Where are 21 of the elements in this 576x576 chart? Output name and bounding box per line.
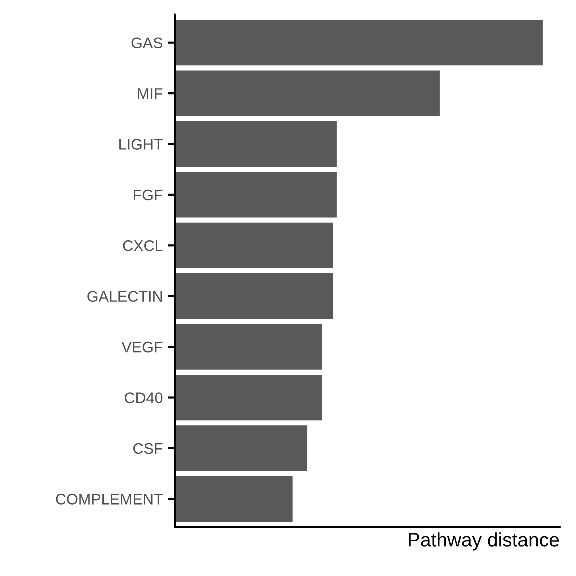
y-tick-label: FGF	[134, 190, 163, 201]
bar	[175, 70, 440, 116]
y-tick-label: CD40	[125, 392, 163, 404]
bar	[175, 324, 322, 370]
x-axis-title: Pathway distance	[409, 532, 560, 551]
bar	[175, 121, 337, 168]
y-tick-label: LIGHT	[120, 139, 163, 150]
y-tick-label: GAS	[132, 38, 163, 49]
bar	[175, 274, 334, 320]
bar	[175, 426, 308, 472]
y-tick-label: CSF	[134, 443, 163, 454]
y-tick-label: VEGF	[122, 342, 163, 353]
bar	[175, 222, 334, 268]
y-tick-label: MIF	[138, 88, 163, 100]
bar	[175, 374, 322, 421]
y-tick-label: COMPLEMENT	[56, 494, 163, 505]
y-tick-label: CXCL	[123, 240, 163, 252]
bar	[175, 20, 543, 66]
y-tick-label: GALECTIN	[88, 291, 162, 302]
bar	[175, 476, 293, 522]
bar	[175, 172, 337, 218]
